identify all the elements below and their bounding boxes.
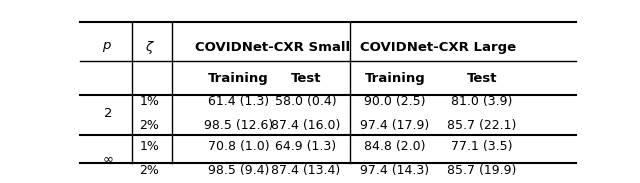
Text: $2$: $2$: [102, 107, 112, 120]
Text: 90.0 (2.5): 90.0 (2.5): [364, 95, 426, 108]
Text: 81.0 (3.9): 81.0 (3.9): [451, 95, 513, 108]
Text: 77.1 (3.5): 77.1 (3.5): [451, 140, 513, 153]
Text: 87.4 (13.4): 87.4 (13.4): [271, 164, 340, 177]
Text: 1%: 1%: [140, 95, 159, 108]
Text: 98.5 (12.6): 98.5 (12.6): [204, 119, 273, 132]
Text: 84.8 (2.0): 84.8 (2.0): [364, 140, 426, 153]
Text: Training: Training: [209, 72, 269, 85]
Text: 1%: 1%: [140, 140, 159, 153]
Text: 85.7 (19.9): 85.7 (19.9): [447, 164, 516, 177]
Text: Test: Test: [467, 72, 497, 85]
Text: 87.4 (16.0): 87.4 (16.0): [271, 119, 340, 132]
Text: 98.5 (9.4): 98.5 (9.4): [208, 164, 269, 177]
Text: 61.4 (1.3): 61.4 (1.3): [208, 95, 269, 108]
Text: Training: Training: [365, 72, 426, 85]
Text: 85.7 (22.1): 85.7 (22.1): [447, 119, 516, 132]
Text: COVIDNet-CXR Small: COVIDNet-CXR Small: [195, 41, 350, 54]
Text: 97.4 (17.9): 97.4 (17.9): [360, 119, 429, 132]
Text: COVIDNet-CXR Large: COVIDNet-CXR Large: [360, 41, 516, 54]
Text: 97.4 (14.3): 97.4 (14.3): [360, 164, 429, 177]
Text: 70.8 (1.0): 70.8 (1.0): [208, 140, 269, 153]
Text: $\zeta$: $\zeta$: [145, 39, 154, 56]
Text: $\infty$: $\infty$: [102, 152, 113, 165]
Text: 2%: 2%: [140, 119, 159, 132]
Text: 64.9 (1.3): 64.9 (1.3): [275, 140, 336, 153]
Text: Test: Test: [291, 72, 321, 85]
Text: 2%: 2%: [140, 164, 159, 177]
Text: 58.0 (0.4): 58.0 (0.4): [275, 95, 337, 108]
Text: $\mathit{p}$: $\mathit{p}$: [102, 40, 112, 54]
